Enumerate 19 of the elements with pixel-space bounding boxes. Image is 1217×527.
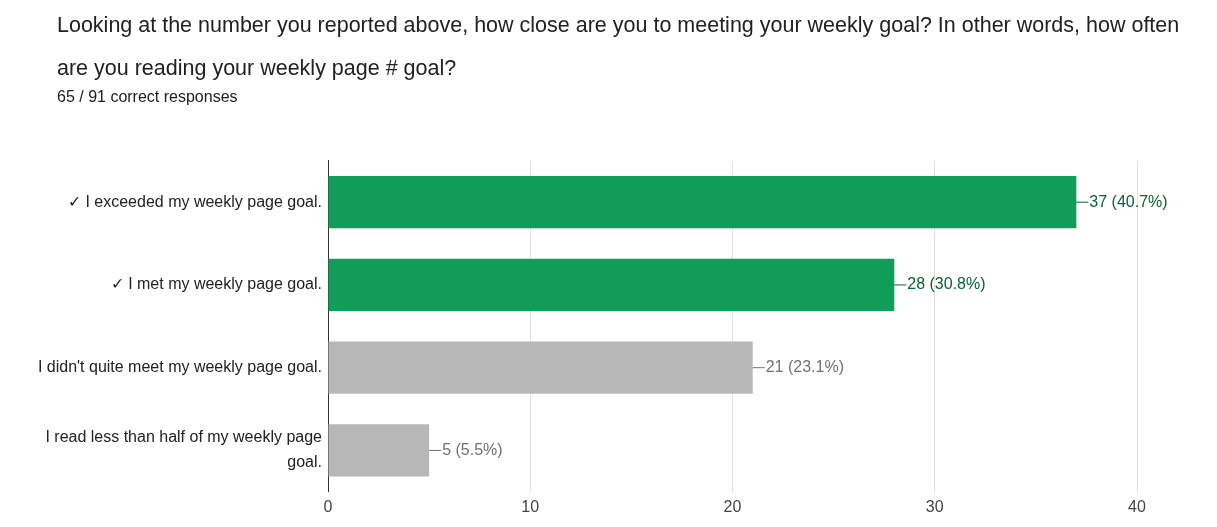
data-label: 21 (23.1%) bbox=[765, 358, 844, 376]
x-tick-label: 10 bbox=[521, 497, 540, 515]
y-tick-label: I read less than half of my weekly page goal. bbox=[45, 428, 323, 471]
data-label: 28 (30.8%) bbox=[907, 275, 986, 293]
text: 65 / 91 correct responses bbox=[57, 88, 238, 106]
y-tick-label: I didn't quite meet my weekly page goal. bbox=[37, 358, 322, 376]
chart-title: Looking at the number you reported above, how close are you to meeting your weekly goal? In other words, how often are you reading your weekly page # goal? bbox=[57, 13, 1180, 80]
y-tick-label: ✓ I exceeded my weekly page goal. bbox=[67, 192, 322, 210]
data-label: 37 (40.7%) bbox=[1089, 192, 1168, 210]
bar bbox=[328, 341, 753, 394]
bar bbox=[328, 258, 895, 311]
data-label: 5 (5.5%) bbox=[442, 440, 503, 458]
bar bbox=[328, 424, 430, 477]
y-tick-label: ✓ I met my weekly page goal. bbox=[110, 275, 322, 293]
bar bbox=[328, 176, 1077, 229]
x-tick-label: 30 bbox=[925, 497, 944, 515]
x-tick-label: 0 bbox=[323, 497, 333, 515]
x-tick-label: 20 bbox=[723, 497, 742, 515]
x-tick-label: 40 bbox=[1128, 497, 1146, 515]
